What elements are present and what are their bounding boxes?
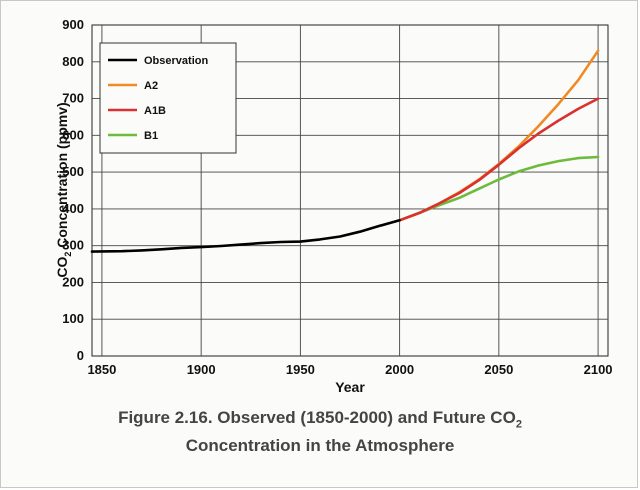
series-line-a1b [398, 97, 600, 222]
co2-line-chart: 0 100 200 300 400 500 600 700 800 900 1850 1900 195… [54, 17, 613, 395]
y-tick-label: 700 [62, 91, 84, 106]
x-tick-label: 2050 [484, 362, 513, 377]
legend: Observation A2 A1B B1 [99, 42, 237, 154]
y-tick-labels: 0 100 200 300 400 500 600 700 800 900 [62, 17, 84, 363]
x-tick-label: 1900 [187, 362, 216, 377]
x-axis-title: Year [335, 379, 365, 395]
y-tick-label: 300 [62, 238, 84, 253]
x-tick-label: 1850 [87, 362, 116, 377]
y-tick-label: 100 [62, 311, 84, 326]
legend-label-a2: A2 [144, 80, 158, 92]
x-tick-label: 2000 [385, 362, 414, 377]
legend-label-observation: Observation [144, 55, 208, 67]
legend-label-a1b: A1B [144, 105, 166, 117]
y-tick-label: 600 [62, 127, 84, 142]
x-tick-labels: 1850 1900 1950 2000 2050 2100 [87, 362, 612, 377]
y-tick-label: 400 [62, 201, 84, 216]
x-tick-label: 2100 [584, 362, 613, 377]
series-lines [90, 49, 600, 253]
series-line-observation [90, 219, 401, 253]
y-tick-label: 800 [62, 54, 84, 69]
figure-caption-line2: Concentration in the Atmosphere [185, 436, 455, 455]
y-axis-title: CO2 Concentration (ppmv) [54, 102, 73, 277]
y-tick-label: 500 [62, 164, 84, 179]
figure-caption: Figure 2.16. Observed (1850-2000) and Fu… [118, 408, 522, 431]
y-tick-label: 200 [62, 274, 84, 289]
y-tick-label: 900 [62, 17, 84, 32]
y-tick-label: 0 [77, 348, 84, 363]
x-tick-label: 1950 [286, 362, 315, 377]
legend-label-b1: B1 [144, 130, 158, 142]
